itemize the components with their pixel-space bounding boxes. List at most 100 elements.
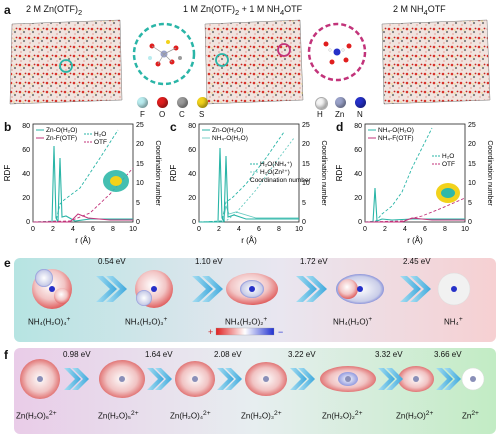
svg-text:25: 25 xyxy=(136,122,144,129)
sim-title-zn-otf: 2 M Zn(OTF)2 xyxy=(26,4,83,17)
f-energy-3: 2.08 eV xyxy=(214,350,242,359)
e-species-1: NH₄(H₂O)₄+ xyxy=(28,316,71,327)
e-molecule-4 xyxy=(336,274,384,304)
sim-title-mixed: 1 M Zn(OTF)2 + 1 M NH4OTF xyxy=(183,4,303,17)
svg-text:2: 2 xyxy=(51,226,55,233)
svg-text:OTF: OTF xyxy=(94,139,107,146)
svg-text:H₂O: H₂O xyxy=(442,153,454,160)
legend-s-label: S xyxy=(199,110,205,119)
svg-text:0: 0 xyxy=(26,219,30,226)
e-molecule-2 xyxy=(135,270,173,308)
svg-text:2: 2 xyxy=(383,226,387,233)
sim-title-nh4-otf: 2 M NH4OTF xyxy=(393,4,446,17)
f-energy-1: 0.98 eV xyxy=(63,350,91,359)
e-energy-2: 1.10 eV xyxy=(195,257,223,266)
f-molecule-2 xyxy=(99,360,145,398)
legend-c-dot xyxy=(177,97,188,108)
c-xlabel: r (Å) xyxy=(241,236,257,245)
svg-text:0: 0 xyxy=(302,219,306,226)
svg-text:80: 80 xyxy=(354,123,362,130)
panel-f-label: f xyxy=(4,348,8,362)
svg-text:0: 0 xyxy=(363,226,367,233)
svg-text:80: 80 xyxy=(188,123,196,130)
e-molecule-5 xyxy=(437,272,471,306)
legend-f-label: F xyxy=(140,110,145,119)
legend-h-dot xyxy=(315,97,328,110)
f-molecule-1 xyxy=(20,359,60,399)
e-species-3: NH₄(H₂O)₂+ xyxy=(225,316,268,327)
svg-text:25: 25 xyxy=(468,122,476,129)
svg-text:25: 25 xyxy=(302,122,310,129)
svg-text:40: 40 xyxy=(354,171,362,178)
svg-text:15: 15 xyxy=(468,161,476,168)
legend-zn-dot xyxy=(335,97,346,108)
d-xlabel: r (Å) xyxy=(407,236,423,245)
svg-text:60: 60 xyxy=(22,147,30,154)
svg-text:10: 10 xyxy=(461,226,469,233)
legend-h-label: H xyxy=(317,110,323,119)
svg-text:5: 5 xyxy=(136,200,140,207)
f-molecule-6 xyxy=(398,366,434,392)
f-molecule-3 xyxy=(175,361,215,397)
zoom-circle-zn xyxy=(132,22,196,86)
svg-text:20: 20 xyxy=(22,195,30,202)
f-species-5: Zn(H₂O)₂2+ xyxy=(322,410,363,421)
legend-zn-label: Zn xyxy=(335,110,345,119)
legend-o-dot xyxy=(157,97,168,108)
panel-e-label: e xyxy=(4,256,11,270)
svg-text:4: 4 xyxy=(71,226,75,233)
f-arrows xyxy=(64,368,461,390)
legend-f-dot xyxy=(137,97,148,108)
svg-text:2: 2 xyxy=(217,226,221,233)
f-species-6: Zn(H₂O)2+ xyxy=(396,410,434,421)
f-molecule-7 xyxy=(461,367,485,391)
svg-text:20: 20 xyxy=(188,195,196,202)
b-xlabel: r (Å) xyxy=(75,236,91,245)
svg-text:0: 0 xyxy=(192,219,196,226)
sim-box-zn-otf xyxy=(9,19,123,105)
sim-box-mixed xyxy=(204,19,304,105)
e-species-4: NH₄(H₂O)+ xyxy=(333,316,373,327)
svg-text:6: 6 xyxy=(423,226,427,233)
zoom-circle-nh4 xyxy=(307,22,367,82)
f-species-3: Zn(H₂O)₄2+ xyxy=(170,410,211,421)
panel-b-label: b xyxy=(4,120,12,134)
b-y2label: Coordination number xyxy=(154,140,161,206)
f-species-1: Zn(H₂O)₆2+ xyxy=(16,410,57,421)
e-energy-3: 1.72 eV xyxy=(300,257,328,266)
e-species-2: NH₄(H₂O)₃+ xyxy=(125,316,168,327)
svg-text:NH₄-F(OTF): NH₄-F(OTF) xyxy=(378,135,414,142)
svg-text:15: 15 xyxy=(302,161,310,168)
d-isosurface-icon xyxy=(436,183,460,203)
svg-text:0: 0 xyxy=(136,219,140,226)
legend-c-label: C xyxy=(179,110,185,119)
f-energy-4: 3.22 eV xyxy=(288,350,316,359)
b-isosurface-icon xyxy=(103,170,129,192)
svg-text:5: 5 xyxy=(468,200,472,207)
svg-text:OTF: OTF xyxy=(442,161,455,168)
svg-text:8: 8 xyxy=(111,226,115,233)
b-ylabel: RDF xyxy=(3,165,12,182)
svg-text:80: 80 xyxy=(22,123,30,130)
svg-text:5: 5 xyxy=(302,200,306,207)
legend-o-label: O xyxy=(159,110,166,119)
md-simulation-boxes xyxy=(9,19,491,105)
svg-text:H₂O(Zn²⁺): H₂O(Zn²⁺) xyxy=(260,169,290,176)
svg-text:NH₄-O(H₂O): NH₄-O(H₂O) xyxy=(212,135,248,142)
d-y2label: Coordination number xyxy=(486,140,493,206)
panel-f-graphic xyxy=(14,348,496,434)
svg-text:H₂O(NH₄⁺): H₂O(NH₄⁺) xyxy=(260,161,292,168)
svg-text:H₂O: H₂O xyxy=(94,131,106,138)
svg-text:20: 20 xyxy=(468,141,476,148)
svg-text:0: 0 xyxy=(468,219,472,226)
e-arrows xyxy=(96,276,431,302)
svg-text:60: 60 xyxy=(354,147,362,154)
svg-text:−: − xyxy=(278,327,283,337)
svg-text:40: 40 xyxy=(188,171,196,178)
f-species-7: Zn2+ xyxy=(462,410,479,421)
f-species-2: Zn(H₂O)₅2+ xyxy=(98,410,139,421)
c-y2label: Coordination number xyxy=(320,140,327,206)
